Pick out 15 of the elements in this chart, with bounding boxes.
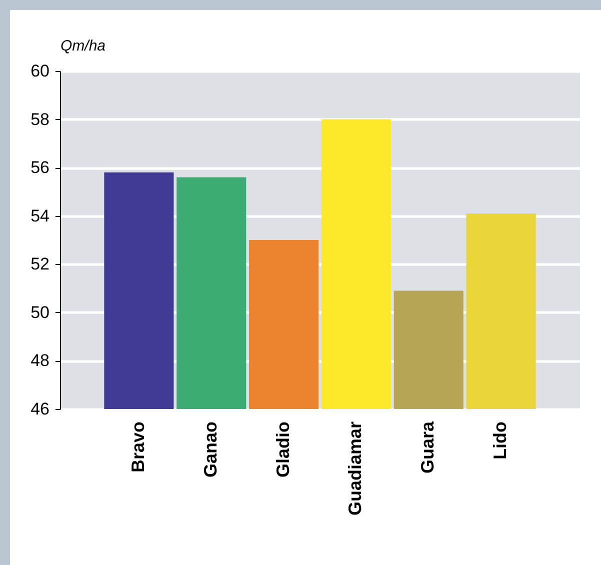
x-tick-label: Guara xyxy=(418,420,438,474)
y-tick-label: 60 xyxy=(30,62,50,80)
y-tick-label: 52 xyxy=(30,254,50,274)
y-tick-label: 58 xyxy=(30,110,50,129)
y-tick-label: 56 xyxy=(30,158,50,178)
x-tick-label: Ganao xyxy=(200,422,220,478)
y-axis-title: Qm/ha xyxy=(60,38,106,54)
y-tick-label: 54 xyxy=(30,206,50,226)
y-tick-label: 50 xyxy=(30,302,50,322)
x-tick-label: Guadiamar xyxy=(345,422,366,516)
y-tick-label: 46 xyxy=(30,400,50,418)
x-tick-label: Lido xyxy=(490,422,510,460)
x-tick-label: Gladio xyxy=(272,422,293,478)
x-tick-label: Bravo xyxy=(128,422,148,473)
y-tick-label: 48 xyxy=(30,351,50,370)
